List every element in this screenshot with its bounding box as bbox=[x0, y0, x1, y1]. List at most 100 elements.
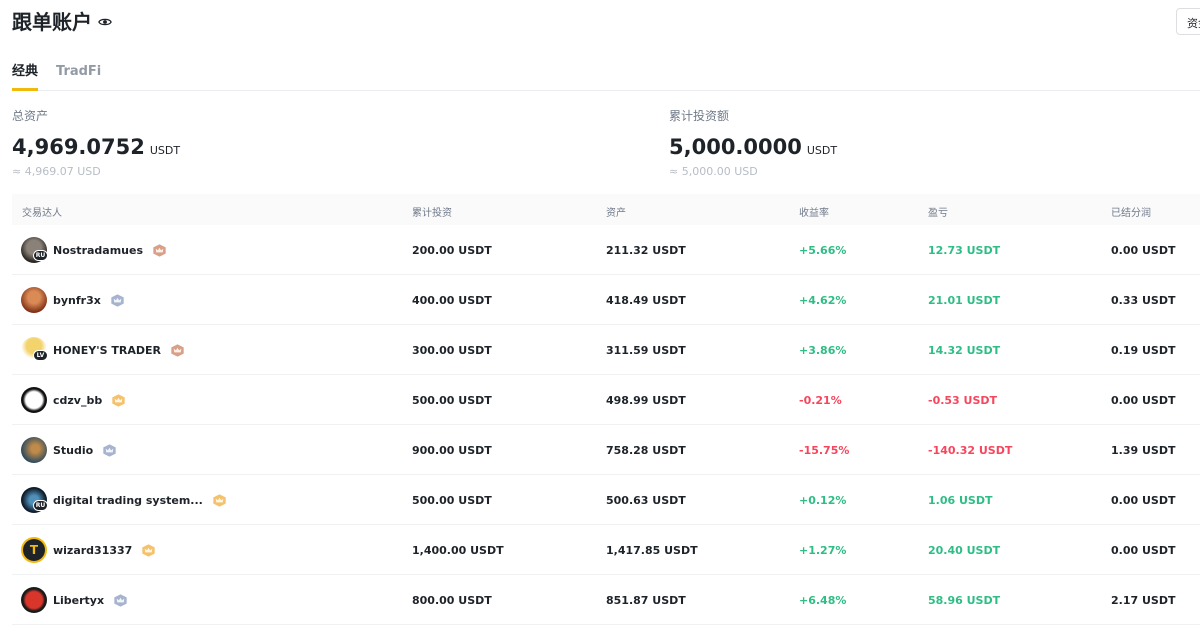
trader-cell[interactable]: RU Nostradamues bbox=[21, 225, 168, 275]
trader-name[interactable]: digital trading system... bbox=[53, 493, 203, 507]
profit-share-cell: 0.00 USDT bbox=[1111, 393, 1176, 407]
trader-table: 交易达人 累计投资 资产 收益率 盈亏 已结分润 RU Nostradamues… bbox=[12, 194, 1200, 625]
table-row[interactable]: bynfr3x 400.00 USDT 418.49 USDT +4.62% 2… bbox=[12, 275, 1200, 325]
trader-cell[interactable]: T wizard31337 bbox=[21, 525, 157, 575]
pnl-cell: -140.32 USDT bbox=[928, 443, 1013, 457]
rate-cell: +1.27% bbox=[799, 543, 847, 557]
invest-cell: 900.00 USDT bbox=[412, 443, 492, 457]
rate-cell: +3.86% bbox=[799, 343, 847, 357]
profit-share-cell: 0.19 USDT bbox=[1111, 343, 1176, 357]
avatar[interactable] bbox=[21, 587, 47, 613]
rank-badge-icon bbox=[110, 293, 125, 307]
total-invest-label: 累计投资额 bbox=[669, 109, 730, 123]
avatar-region-tag: RU bbox=[33, 250, 48, 261]
table-header: 交易达人 累计投资 资产 收益率 盈亏 已结分润 bbox=[12, 194, 1200, 225]
header-trader: 交易达人 bbox=[22, 208, 62, 219]
header-rate[interactable]: 收益率 bbox=[799, 208, 829, 219]
pnl-cell: 14.32 USDT bbox=[928, 343, 1001, 357]
table-row[interactable]: cdzv_bb 500.00 USDT 498.99 USDT -0.21% -… bbox=[12, 375, 1200, 425]
assets-cell: 758.28 USDT bbox=[606, 443, 686, 457]
trader-name[interactable]: bynfr3x bbox=[53, 293, 101, 307]
table-row[interactable]: LV HONEY'S TRADER 300.00 USDT 311.59 USD… bbox=[12, 325, 1200, 375]
trader-name[interactable]: cdzv_bb bbox=[53, 393, 103, 407]
avatar[interactable]: T bbox=[21, 537, 47, 563]
total-assets-unit: USDT bbox=[149, 144, 181, 157]
total-invest-value: 5,000.0000 bbox=[669, 135, 802, 159]
rank-badge-icon bbox=[111, 393, 126, 407]
trader-cell[interactable]: Studio bbox=[21, 425, 118, 475]
assets-cell: 211.32 USDT bbox=[606, 243, 686, 257]
profit-share-cell: 2.17 USDT bbox=[1111, 593, 1176, 607]
funds-button[interactable]: 资金 bbox=[1176, 8, 1200, 35]
trader-name[interactable]: wizard31337 bbox=[53, 543, 133, 557]
rank-badge-icon bbox=[113, 593, 128, 607]
table-row[interactable]: Libertyx 800.00 USDT 851.87 USDT +6.48% … bbox=[12, 575, 1200, 625]
rate-cell: -0.21% bbox=[799, 393, 842, 407]
assets-cell: 418.49 USDT bbox=[606, 293, 686, 307]
trader-name[interactable]: Studio bbox=[53, 443, 94, 457]
tab-classic[interactable]: 经典 bbox=[12, 62, 39, 91]
assets-cell: 498.99 USDT bbox=[606, 393, 686, 407]
table-row[interactable]: RU Nostradamues 200.00 USDT 211.32 USDT … bbox=[12, 225, 1200, 275]
total-assets-stat: 总资产 4,969.0752 USDT ≈ 4,969.07 USD bbox=[12, 108, 180, 178]
avatar[interactable]: RU bbox=[21, 487, 48, 513]
invest-cell: 400.00 USDT bbox=[412, 293, 492, 307]
avatar[interactable]: RU bbox=[21, 237, 48, 263]
avatar[interactable] bbox=[21, 287, 47, 313]
table-row[interactable]: RU digital trading system... 500.00 USDT… bbox=[12, 475, 1200, 525]
rank-badge-icon bbox=[152, 243, 167, 257]
avatar[interactable] bbox=[21, 437, 47, 463]
assets-cell: 500.63 USDT bbox=[606, 493, 686, 507]
total-assets-label: 总资产 bbox=[12, 109, 49, 123]
avatar-region-tag: LV bbox=[33, 350, 48, 361]
rate-cell: +5.66% bbox=[799, 243, 847, 257]
page-title-text: 跟单账户 bbox=[12, 10, 92, 34]
total-invest-approx: ≈ 5,000.00 USD bbox=[669, 165, 758, 178]
trader-name[interactable]: Nostradamues bbox=[53, 243, 144, 257]
trader-cell[interactable]: LV HONEY'S TRADER bbox=[21, 325, 186, 375]
rate-cell: +6.48% bbox=[799, 593, 847, 607]
rank-badge-icon bbox=[212, 493, 227, 507]
invest-cell: 500.00 USDT bbox=[412, 393, 492, 407]
pnl-cell: 1.06 USDT bbox=[928, 493, 993, 507]
profit-share-cell: 0.00 USDT bbox=[1111, 243, 1176, 257]
avatar-region-tag: RU bbox=[33, 500, 48, 511]
table-row[interactable]: Studio 900.00 USDT 758.28 USDT -15.75% -… bbox=[12, 425, 1200, 475]
total-invest-unit: USDT bbox=[806, 144, 838, 157]
trader-name[interactable]: HONEY'S TRADER bbox=[53, 343, 161, 357]
pnl-cell: -0.53 USDT bbox=[928, 393, 998, 407]
invest-cell: 200.00 USDT bbox=[412, 243, 492, 257]
pnl-cell: 21.01 USDT bbox=[928, 293, 1001, 307]
avatar[interactable] bbox=[21, 387, 47, 413]
profit-share-cell: 1.39 USDT bbox=[1111, 443, 1176, 457]
trader-cell[interactable]: bynfr3x bbox=[21, 275, 126, 325]
total-invest-stat: 累计投资额 5,000.0000 USDT ≈ 5,000.00 USD bbox=[669, 108, 837, 178]
trader-name[interactable]: Libertyx bbox=[53, 593, 105, 607]
eye-icon[interactable] bbox=[98, 15, 112, 29]
rank-badge-icon bbox=[102, 443, 117, 457]
trader-cell[interactable]: Libertyx bbox=[21, 575, 129, 625]
rate-cell: +0.12% bbox=[799, 493, 847, 507]
total-assets-approx: ≈ 4,969.07 USD bbox=[12, 165, 101, 178]
rank-badge-icon bbox=[170, 343, 185, 357]
tab-bar: 经典 TradFi bbox=[12, 62, 1200, 91]
tab-tradfi[interactable]: TradFi bbox=[56, 64, 102, 79]
trader-cell[interactable]: cdzv_bb bbox=[21, 375, 127, 425]
header-profit-share: 已结分润 bbox=[1111, 208, 1151, 219]
assets-cell: 1,417.85 USDT bbox=[606, 543, 698, 557]
invest-cell: 500.00 USDT bbox=[412, 493, 492, 507]
pnl-cell: 20.40 USDT bbox=[928, 543, 1001, 557]
trader-cell[interactable]: RU digital trading system... bbox=[21, 475, 228, 525]
rate-cell: +4.62% bbox=[799, 293, 847, 307]
profit-share-cell: 0.00 USDT bbox=[1111, 543, 1176, 557]
table-row[interactable]: T wizard31337 1,400.00 USDT 1,417.85 USD… bbox=[12, 525, 1200, 575]
profit-share-cell: 0.33 USDT bbox=[1111, 293, 1176, 307]
rank-badge-icon bbox=[141, 543, 156, 557]
avatar[interactable]: LV bbox=[21, 337, 48, 363]
total-assets-value: 4,969.0752 bbox=[12, 135, 145, 159]
assets-cell: 311.59 USDT bbox=[606, 343, 686, 357]
invest-cell: 1,400.00 USDT bbox=[412, 543, 504, 557]
profit-share-cell: 0.00 USDT bbox=[1111, 493, 1176, 507]
header-pnl[interactable]: 盈亏 bbox=[928, 208, 948, 219]
pnl-cell: 12.73 USDT bbox=[928, 243, 1001, 257]
